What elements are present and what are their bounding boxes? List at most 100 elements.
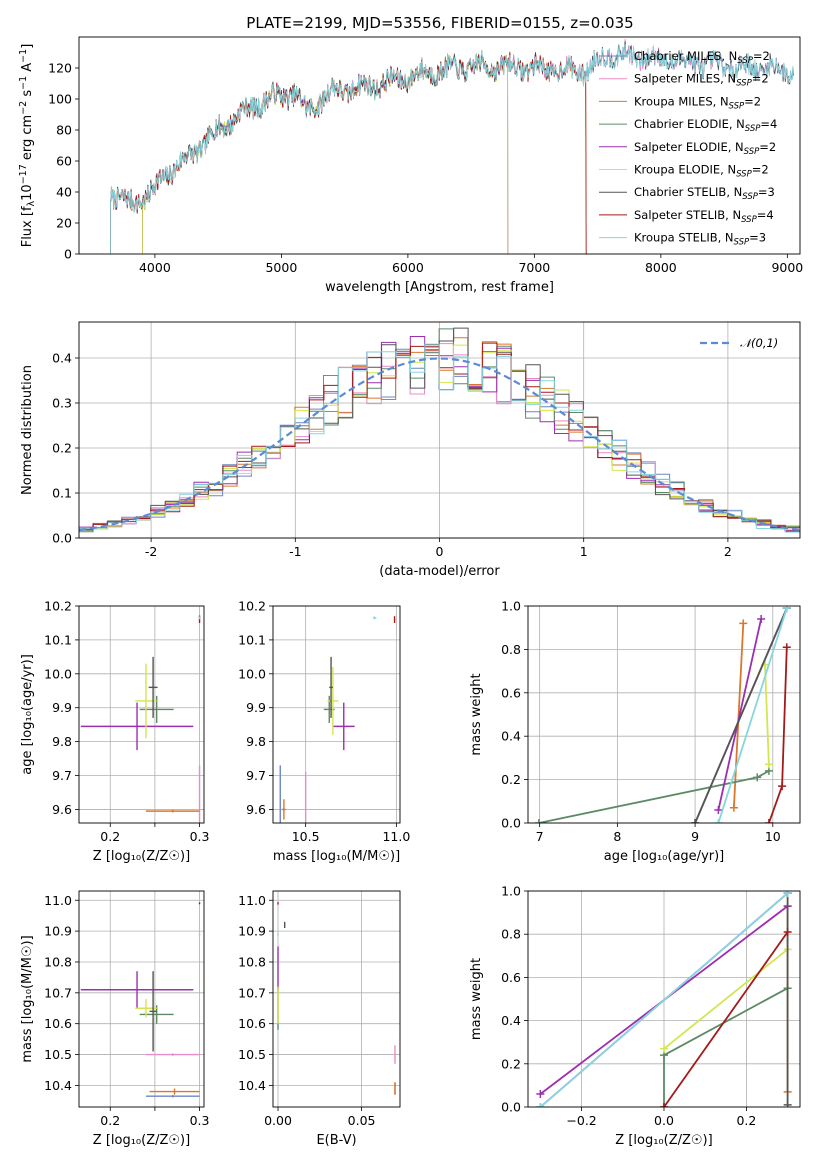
weight-marker — [782, 643, 791, 652]
x-tick-label: 11.0 — [382, 829, 410, 844]
y-tick-label: 10.0 — [44, 666, 72, 681]
plot-area — [80, 902, 201, 1098]
panel-age_vs_mass: 10.5 11.0 9.6 9.7 9.8 9.9 10.0 10.1 10.2 mass [lo… — [238, 599, 410, 865]
weight-marker — [757, 615, 766, 624]
x-axis-label: (data-model)/error — [379, 564, 500, 579]
weight-line — [717, 607, 788, 823]
y-tick-label: 0 — [64, 247, 72, 262]
y-tick-label: 10.6 — [238, 1016, 266, 1031]
weight-marker — [660, 1044, 668, 1053]
weight-line-kroupa_elodie — [660, 945, 792, 1053]
y-axis-label: mass [log₁₀(M/M☉)] — [20, 935, 35, 1062]
y-tick-label: 0.3 — [52, 396, 72, 411]
errorbar-chabrier_miles — [145, 1094, 200, 1098]
weight-line — [764, 664, 770, 765]
legend-label-salpeter_miles: Salpeter MILES, NSSP=2 — [634, 72, 769, 89]
axes-frame — [272, 890, 401, 1108]
axes-frame — [527, 890, 801, 1108]
errorbar-salpeter_miles — [145, 1053, 200, 1056]
weight-line-salpeter_stelib — [660, 928, 792, 1107]
x-tick-label: 0.2 — [100, 829, 120, 844]
normal-reference-curve — [79, 357, 800, 532]
y-tick-label: 0.4 — [52, 351, 72, 366]
weight-line — [663, 948, 789, 1050]
weight-line — [663, 987, 789, 1107]
x-axis-label: age [log₁₀(age/yr)] — [604, 849, 725, 864]
errorbar-kroupa_elodie — [327, 667, 339, 735]
y-tick-label: 0.2 — [501, 772, 521, 787]
axes-frame — [272, 605, 401, 824]
legend-label-chabrier_elodie: Chabrier ELODIE, NSSP=4 — [634, 117, 777, 134]
y-axis-label: mass weight — [469, 958, 484, 1040]
y-tick-label: 60 — [56, 154, 72, 169]
y-tick-label: 1.0 — [501, 599, 521, 614]
y-tick-label: 10.2 — [44, 599, 72, 614]
spectrum-line-kroupa_stelib — [110, 44, 795, 254]
x-tick-label: 0.3 — [190, 1113, 210, 1128]
x-tick-label: 10 — [765, 829, 781, 844]
x-tick-label: 0.00 — [264, 1113, 292, 1128]
histogram-kroupa_stelib — [79, 343, 800, 538]
x-tick-label: 2 — [724, 544, 732, 559]
axes-frame — [78, 605, 205, 824]
weight-marker — [783, 928, 792, 937]
axes-frame — [78, 890, 205, 1108]
x-tick-label: 1 — [580, 544, 588, 559]
y-tick-label: 0.4 — [501, 1013, 521, 1028]
errorbar-chabrier_stelib — [149, 971, 157, 1052]
weight-line-kroupa_stelib — [714, 606, 791, 823]
y-tick-label: 120 — [48, 61, 72, 76]
y-tick-label: 0.2 — [52, 441, 72, 456]
legend-label-chabrier_stelib: Chabrier STELIB, NSSP=3 — [634, 185, 775, 202]
y-tick-label: 10.0 — [238, 666, 266, 681]
weight-marker — [778, 782, 787, 791]
x-tick-label: 7000 — [518, 260, 550, 275]
y-tick-label: 40 — [56, 185, 72, 200]
y-tick-label: 9.9 — [52, 700, 72, 715]
weight-marker — [729, 803, 738, 812]
y-tick-label: 100 — [48, 92, 72, 107]
axes-frame — [78, 321, 801, 539]
x-axis-label: mass [log₁₀(M/M☉)] — [273, 849, 400, 864]
y-tick-label: 10.4 — [44, 1078, 72, 1093]
x-axis-label: wavelength [Angstrom, rest frame] — [325, 280, 554, 295]
plot-area — [534, 606, 791, 823]
legend-label-salpeter_elodie: Salpeter ELODIE, NSSP=2 — [634, 140, 776, 157]
y-axis-label: age [log₁₀(age/yr)] — [20, 654, 35, 775]
weight-line-chabrier_elodie — [660, 984, 792, 1107]
y-tick-label: 9.8 — [52, 734, 72, 749]
histogram-legend: 𝒩(0,1) — [700, 336, 778, 350]
weight-line — [694, 607, 788, 823]
x-tick-label: 9000 — [771, 260, 803, 275]
legend-label-chabrier_miles: Chabrier MILES, NSSP=2 — [634, 49, 770, 66]
errorbar-salpeter_elodie — [332, 702, 355, 751]
legend-label-normal: 𝒩(0,1) — [740, 336, 778, 350]
weight-marker — [739, 619, 748, 628]
errorbar-salpeter_elodie — [80, 702, 194, 751]
legend-label-kroupa_miles: Kroupa MILES, NSSP=2 — [634, 94, 761, 111]
x-axis-label: E(B-V) — [316, 1133, 356, 1148]
weight-line-salpeter_stelib — [764, 643, 791, 823]
y-tick-label: 0.0 — [52, 531, 72, 546]
x-tick-label: 8 — [613, 829, 621, 844]
weight-line-chabrier_stelib — [783, 891, 792, 1107]
panel-spectrum: 4000 5000 6000 7000 8000 9000 0 20 40 60 80 100 120 w… — [18, 36, 803, 295]
y-tick-label: 0.0 — [501, 1100, 521, 1115]
errorbar-kroupa_miles — [149, 1088, 200, 1095]
x-axis-label: Z [log₁₀(Z/Z☉)] — [93, 849, 190, 864]
panel-mass_weight_vs_Z: −0.2 0.0 0.2 0.0 0.2 0.4 0.6 0.8 1.0 Z [log₁₀(Z/Z… — [469, 884, 801, 1148]
y-tick-label: 9.9 — [246, 700, 266, 715]
y-tick-label: 10.2 — [238, 599, 266, 614]
weight-marker — [534, 819, 543, 823]
y-tick-label: 9.8 — [246, 734, 266, 749]
plot-area — [277, 902, 396, 1095]
weight-marker — [714, 805, 723, 814]
y-tick-label: 10.5 — [44, 1047, 72, 1062]
x-axis-label: Z [log₁₀(Z/Z☉)] — [615, 1133, 712, 1148]
y-tick-label: 10.9 — [238, 924, 266, 939]
y-tick-label: 20 — [56, 216, 72, 231]
plot-area — [79, 327, 800, 538]
weight-marker — [764, 819, 773, 823]
y-tick-label: 10.1 — [238, 632, 266, 647]
